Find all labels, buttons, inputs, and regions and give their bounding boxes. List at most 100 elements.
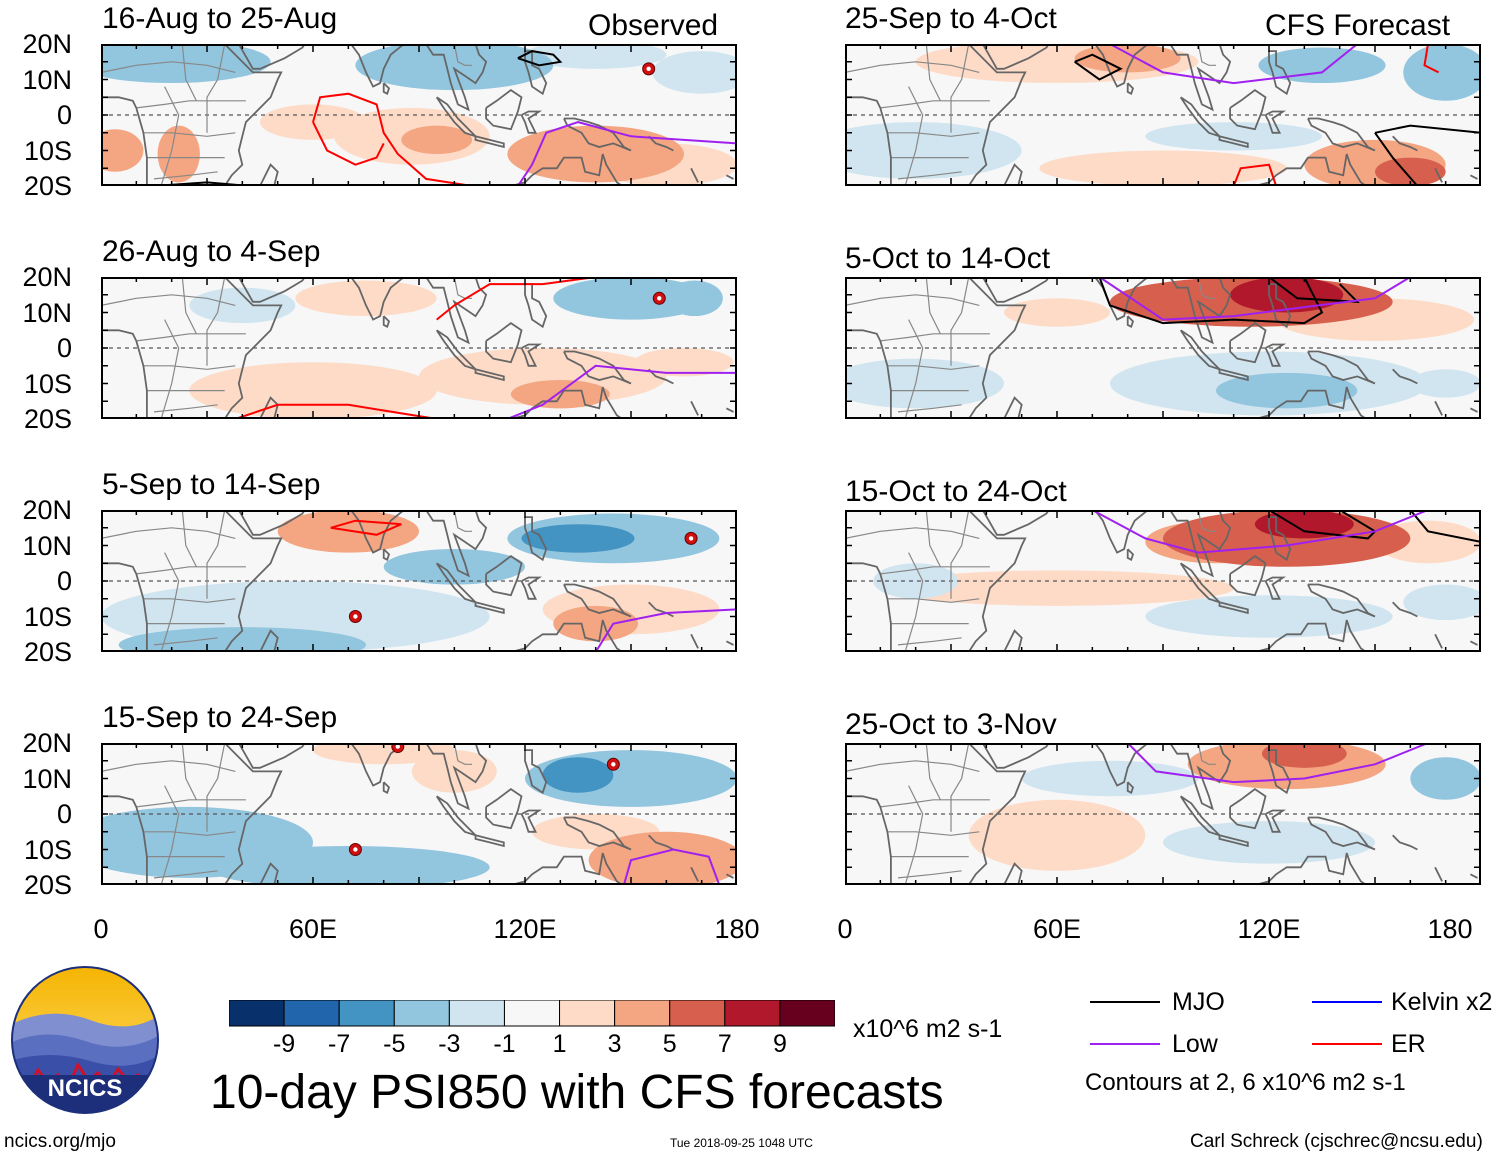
country-border (904, 319, 924, 419)
country-border (136, 566, 246, 575)
coastline (259, 396, 279, 419)
coastline (845, 96, 892, 186)
wave-contour (1126, 743, 1429, 784)
wave-contour (517, 121, 737, 186)
coastline (967, 743, 1027, 885)
country-border (453, 44, 472, 66)
coastline (967, 44, 1027, 186)
anomaly-region (652, 51, 737, 94)
anomaly-region (1134, 280, 1262, 317)
tropical-cyclone-icon (391, 743, 405, 754)
wave-contour (1109, 44, 1358, 85)
coastline (1179, 562, 1221, 604)
lon-label: 60E (1032, 914, 1082, 944)
coastline (382, 82, 391, 95)
coastline (1307, 117, 1376, 152)
coastline (1264, 343, 1287, 367)
anomaly-region (355, 44, 554, 91)
coastline (1169, 743, 1232, 811)
coastline (1307, 350, 1376, 385)
lon-label: 120E (1237, 914, 1301, 944)
anomaly-region (1230, 277, 1344, 313)
country-border (1197, 510, 1216, 532)
coastline (1169, 510, 1232, 578)
coastline (474, 368, 505, 382)
coastline (1218, 834, 1249, 848)
coastline (435, 329, 477, 371)
panel-title: 25-Oct to 3-Nov (845, 708, 1057, 741)
anomaly-region (1039, 150, 1287, 186)
colorbar-swatch (283, 999, 340, 1027)
anomaly-region (1410, 369, 1481, 398)
coastline (485, 88, 523, 131)
panel-title: 16-Aug to 25-Aug (102, 2, 338, 35)
coastline (223, 277, 283, 419)
coastline (485, 321, 523, 364)
tropical-cyclone-icon (348, 843, 362, 856)
anomaly-region (411, 750, 497, 793)
country-border (143, 132, 236, 137)
anomaly-region (553, 605, 639, 642)
coastline (349, 510, 406, 554)
coastline (1253, 153, 1368, 186)
coastline (524, 516, 548, 562)
coastline (1126, 548, 1135, 561)
country-border (1197, 277, 1216, 299)
wave-contour (330, 519, 402, 536)
anomaly-region (1163, 821, 1375, 864)
coastline (259, 163, 279, 186)
coastline (1179, 329, 1221, 371)
anomaly-region (1375, 157, 1446, 186)
lon-label: 180 (714, 914, 760, 944)
observed-header: Observed (588, 9, 719, 42)
anomaly-region (401, 125, 472, 155)
wave-contour (1268, 277, 1360, 303)
coastline (1307, 583, 1376, 618)
colorbar-swatch (503, 999, 561, 1027)
footer-url[interactable]: ncics.org/mjo (4, 1131, 116, 1152)
anomaly-region (295, 280, 437, 317)
country-border (101, 61, 236, 73)
anomaly-region (157, 125, 200, 183)
coastline (520, 576, 543, 600)
colorbar-swatch (228, 999, 285, 1027)
colorbar-tick: 1 (552, 1030, 567, 1058)
wave-contour (312, 92, 473, 186)
coastline (1392, 834, 1418, 851)
tropical-cyclone-icon (642, 62, 656, 76)
coastline (1268, 50, 1292, 96)
lon-label: 60E (288, 914, 338, 944)
country-border (453, 277, 472, 299)
country-border (206, 44, 226, 133)
colorbar-tick: -3 (438, 1030, 461, 1058)
map-panel-forecast-2 (845, 277, 1481, 419)
coastline (524, 50, 548, 96)
coastline (1169, 44, 1232, 112)
coastline (1469, 174, 1478, 180)
coastline (474, 834, 505, 848)
coastline (485, 554, 523, 597)
lon-label: 0 (93, 914, 109, 944)
country-border (845, 527, 980, 539)
coastline (425, 510, 488, 578)
country-border (925, 44, 941, 102)
lat-label: 0 (56, 100, 72, 130)
coastline (1268, 749, 1292, 795)
country-border (950, 277, 970, 366)
coastline (725, 407, 734, 413)
country-border (897, 870, 962, 879)
anomaly-region (1021, 760, 1199, 797)
country-border (897, 404, 962, 413)
coastline (845, 562, 892, 652)
coastline (725, 174, 734, 180)
country-border (101, 294, 236, 306)
main-title: 10-day PSI850 with CFS forecasts (210, 1066, 944, 1119)
lat-label: 10N (22, 530, 72, 561)
coastline (1392, 368, 1418, 385)
anomaly-region (1216, 372, 1358, 409)
anomaly-region (1410, 757, 1481, 800)
coastline (474, 135, 505, 149)
coastline (1093, 44, 1150, 88)
wave-contour (1374, 124, 1481, 134)
wave-contour (1232, 163, 1278, 186)
